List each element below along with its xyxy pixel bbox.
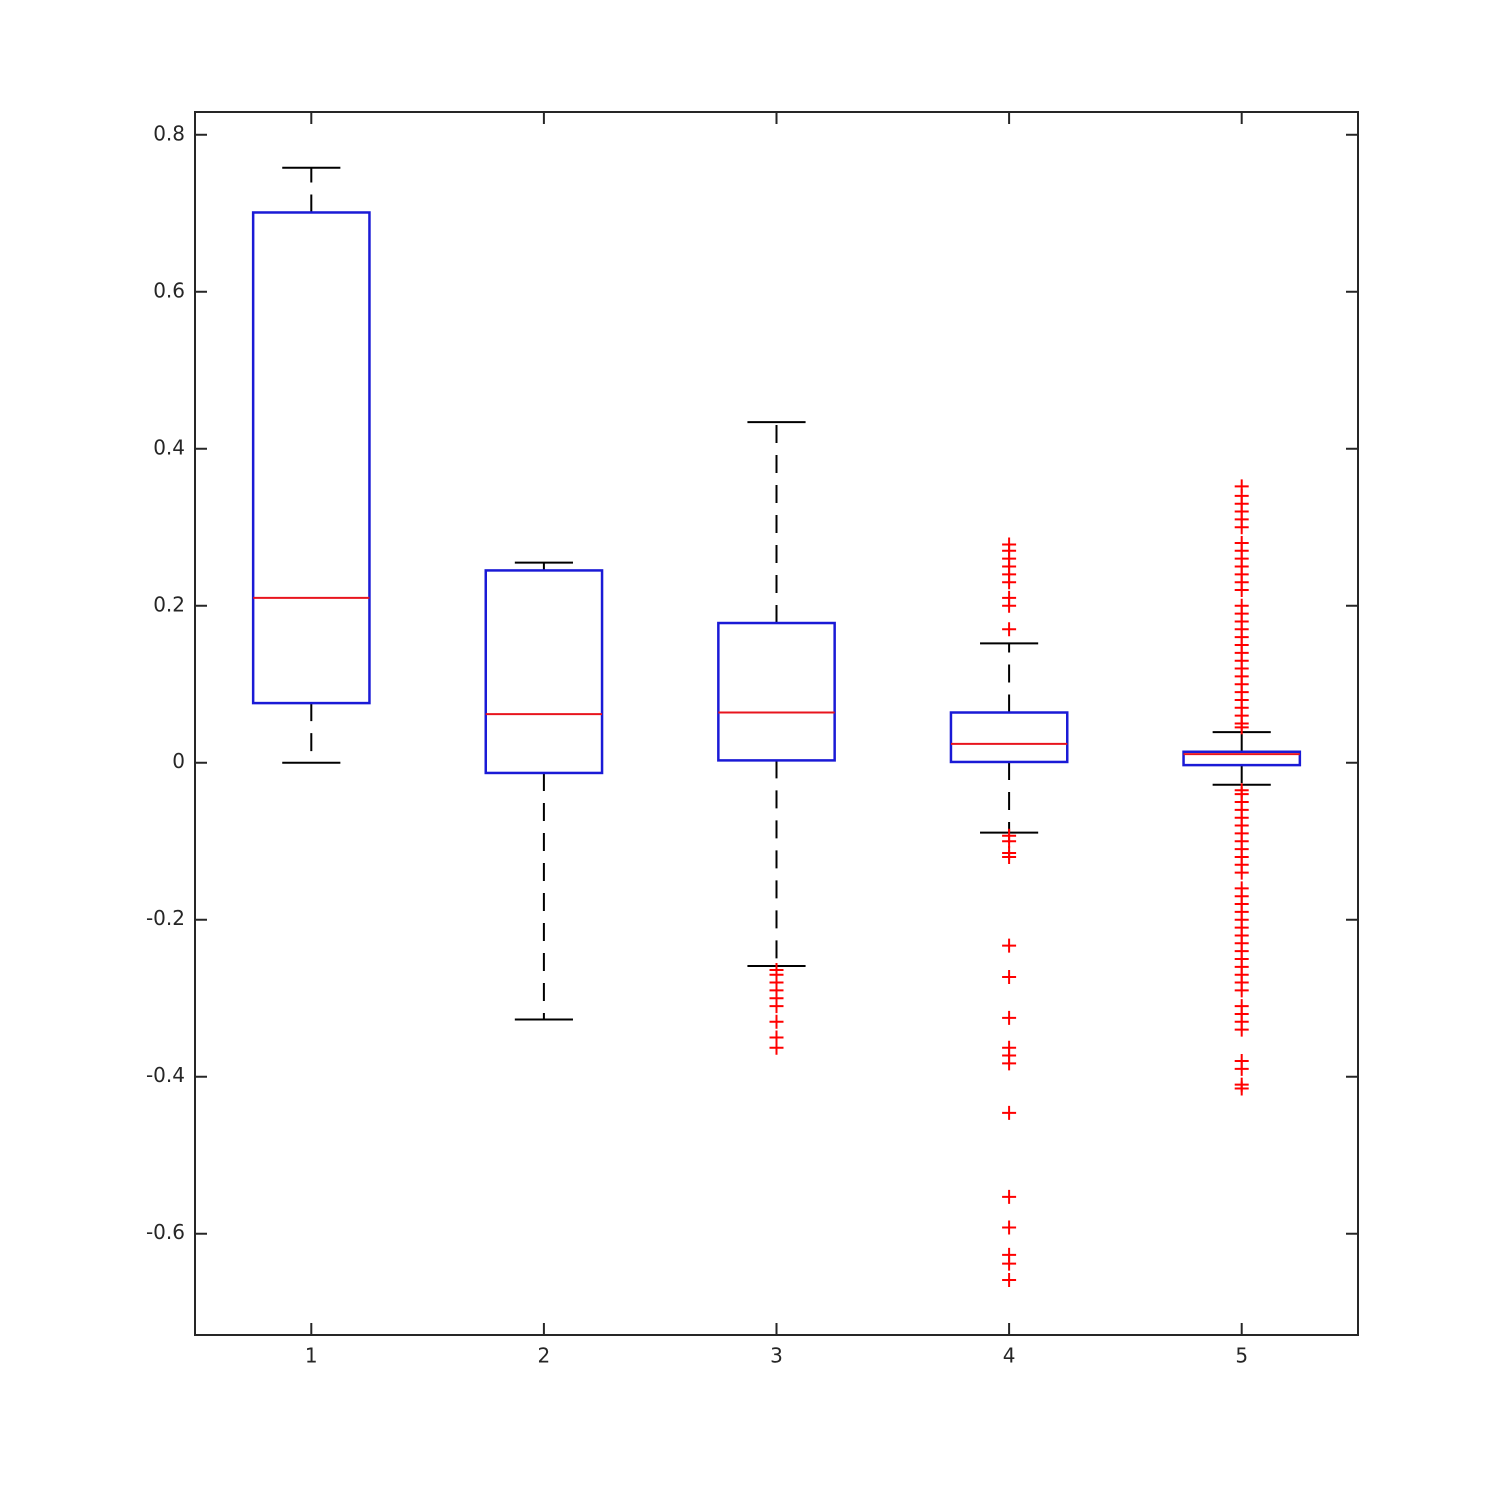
x-tick-label: 2 <box>538 1344 551 1368</box>
outlier <box>1002 1105 1017 1120</box>
x-tick-label: 4 <box>1003 1344 1016 1368</box>
box <box>949 711 1069 764</box>
outlier <box>1234 598 1249 613</box>
outlier <box>1002 1189 1017 1204</box>
outlier <box>1002 849 1017 864</box>
box <box>251 211 371 705</box>
outlier <box>1002 834 1017 849</box>
outlier <box>1002 1056 1017 1071</box>
outlier <box>769 1040 784 1055</box>
outlier <box>1002 938 1017 953</box>
outlier <box>1002 1220 1017 1235</box>
outlier <box>1234 865 1249 880</box>
outlier <box>1234 983 1249 998</box>
y-tick-label: -0.6 <box>146 1220 185 1244</box>
outlier <box>1002 1273 1017 1288</box>
outlier <box>1002 970 1017 985</box>
outlier <box>1234 535 1249 550</box>
y-tick-label: 0 <box>172 749 185 773</box>
box <box>484 569 604 775</box>
outlier <box>1234 1022 1249 1037</box>
y-tick-label: 0.2 <box>153 592 185 616</box>
outlier <box>1234 1081 1249 1096</box>
y-tick-label: 0.8 <box>153 121 185 145</box>
outlier <box>769 1014 784 1029</box>
y-tick-label: -0.4 <box>146 1063 185 1087</box>
y-tick-label: 0.4 <box>153 435 185 459</box>
y-tick-label: 0.6 <box>153 278 185 302</box>
box <box>1182 750 1302 767</box>
x-tick-label: 1 <box>305 1344 318 1368</box>
outlier <box>769 999 784 1014</box>
outlier <box>1002 598 1017 613</box>
x-tick-label: 3 <box>770 1344 783 1368</box>
outlier <box>1002 1256 1017 1271</box>
outlier <box>1002 622 1017 637</box>
outlier <box>1002 1010 1017 1025</box>
outlier <box>1234 1061 1249 1076</box>
outlier <box>1002 575 1017 590</box>
x-tick-label: 5 <box>1235 1344 1248 1368</box>
box <box>717 621 836 762</box>
outlier <box>1234 479 1249 494</box>
y-tick-label: -0.2 <box>146 906 185 930</box>
